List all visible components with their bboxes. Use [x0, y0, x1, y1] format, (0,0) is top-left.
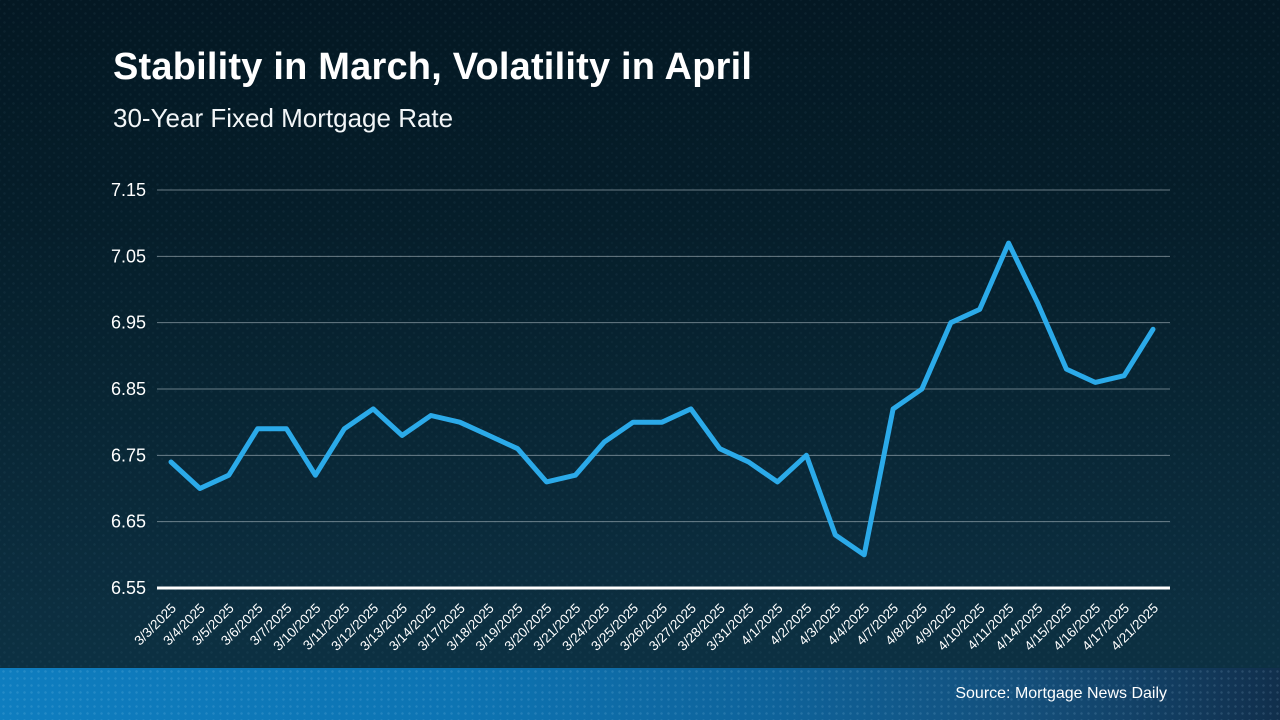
y-tick-label: 6.65 — [111, 512, 146, 532]
chart-header: Stability in March, Volatility in April … — [113, 48, 752, 134]
y-tick-label: 6.95 — [111, 313, 146, 333]
y-tick-label: 6.85 — [111, 379, 146, 399]
y-tick-label: 7.05 — [111, 246, 146, 266]
rate-line-series — [168, 240, 1156, 558]
source-text: Source: Mortgage News Daily — [955, 685, 1167, 702]
page-title: Stability in March, Volatility in April — [113, 46, 753, 88]
footer-band: Source: Mortgage News Daily — [0, 668, 1280, 720]
y-tick-label: 7.15 — [111, 180, 146, 200]
page-subtitle: 30-Year Fixed Mortgage Rate — [113, 103, 454, 133]
y-tick-label: 6.55 — [111, 578, 146, 598]
y-tick-label: 6.75 — [111, 445, 146, 465]
